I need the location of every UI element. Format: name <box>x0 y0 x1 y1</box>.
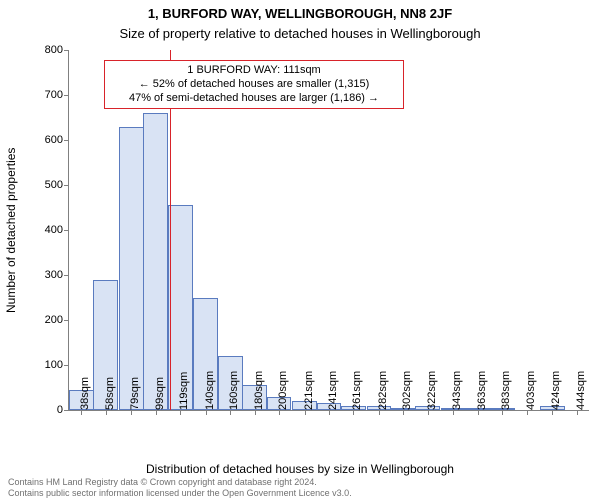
y-tick-mark <box>64 140 69 141</box>
x-tick-label: 302sqm <box>401 371 413 410</box>
y-tick-mark <box>64 275 69 276</box>
x-tick-label: 444sqm <box>575 371 587 410</box>
histogram-bar <box>119 127 144 411</box>
y-tick-label: 300 <box>29 269 63 281</box>
x-tick-label: 424sqm <box>550 371 562 410</box>
x-tick-label: 200sqm <box>277 371 289 410</box>
x-axis-label: Distribution of detached houses by size … <box>0 462 600 476</box>
x-tick-mark <box>552 410 553 415</box>
y-tick-mark <box>64 410 69 411</box>
y-tick-label: 0 <box>29 404 63 416</box>
y-tick-label: 400 <box>29 224 63 236</box>
x-tick-label: 140sqm <box>204 371 216 410</box>
chart-title: 1, BURFORD WAY, WELLINGBOROUGH, NN8 2JF <box>0 6 600 21</box>
annotation-line: ← 52% of detached houses are smaller (1,… <box>111 78 397 92</box>
x-tick-mark <box>230 410 231 415</box>
x-tick-mark <box>156 410 157 415</box>
x-tick-mark <box>81 410 82 415</box>
x-tick-label: 119sqm <box>178 372 190 410</box>
footer-line: Contains public sector information licen… <box>8 488 592 498</box>
x-tick-label: 322sqm <box>426 371 438 410</box>
marker-annotation: 1 BURFORD WAY: 111sqm ← 52% of detached … <box>104 60 404 109</box>
y-tick-label: 200 <box>29 314 63 326</box>
x-tick-label: 180sqm <box>253 371 265 410</box>
annotation-line: 47% of semi-detached houses are larger (… <box>111 92 397 106</box>
footer-attribution: Contains HM Land Registry data © Crown c… <box>8 477 592 498</box>
x-tick-label: 79sqm <box>129 377 141 410</box>
y-tick-mark <box>64 185 69 186</box>
x-tick-mark <box>255 410 256 415</box>
y-tick-mark <box>64 50 69 51</box>
x-tick-mark <box>379 410 380 415</box>
y-tick-label: 700 <box>29 89 63 101</box>
annotation-line: 1 BURFORD WAY: 111sqm <box>111 64 397 78</box>
x-tick-mark <box>305 410 306 415</box>
x-tick-label: 343sqm <box>451 371 463 410</box>
y-tick-label: 800 <box>29 44 63 56</box>
x-tick-label: 241sqm <box>327 371 339 410</box>
x-tick-label: 383sqm <box>500 371 512 410</box>
footer-line: Contains HM Land Registry data © Crown c… <box>8 477 592 487</box>
x-tick-mark <box>403 410 404 415</box>
y-tick-mark <box>64 320 69 321</box>
x-tick-mark <box>180 410 181 415</box>
y-tick-label: 600 <box>29 134 63 146</box>
x-tick-mark <box>478 410 479 415</box>
x-tick-label: 38sqm <box>79 377 91 410</box>
y-tick-mark <box>64 95 69 96</box>
x-tick-label: 363sqm <box>476 371 488 410</box>
x-tick-label: 221sqm <box>303 371 315 410</box>
histogram-plot: 010020030040050060070080038sqm58sqm79sqm… <box>68 50 589 411</box>
x-tick-label: 282sqm <box>377 371 389 410</box>
x-tick-label: 58sqm <box>104 377 116 410</box>
x-tick-mark <box>453 410 454 415</box>
x-tick-mark <box>502 410 503 415</box>
x-tick-mark <box>106 410 107 415</box>
y-tick-mark <box>64 230 69 231</box>
y-tick-mark <box>64 365 69 366</box>
y-tick-label: 100 <box>29 359 63 371</box>
x-tick-mark <box>279 410 280 415</box>
x-tick-label: 403sqm <box>525 371 537 410</box>
x-tick-label: 160sqm <box>228 371 240 410</box>
x-tick-label: 261sqm <box>351 371 363 410</box>
x-tick-mark <box>329 410 330 415</box>
x-tick-mark <box>131 410 132 415</box>
x-tick-mark <box>206 410 207 415</box>
x-tick-label: 99sqm <box>154 377 166 410</box>
x-tick-mark <box>527 410 528 415</box>
histogram-bar <box>143 113 168 410</box>
x-tick-mark <box>428 410 429 415</box>
x-tick-mark <box>353 410 354 415</box>
y-axis-label: Number of detached properties <box>4 147 18 312</box>
x-tick-mark <box>577 410 578 415</box>
y-tick-label: 500 <box>29 179 63 191</box>
chart-subtitle: Size of property relative to detached ho… <box>0 26 600 41</box>
